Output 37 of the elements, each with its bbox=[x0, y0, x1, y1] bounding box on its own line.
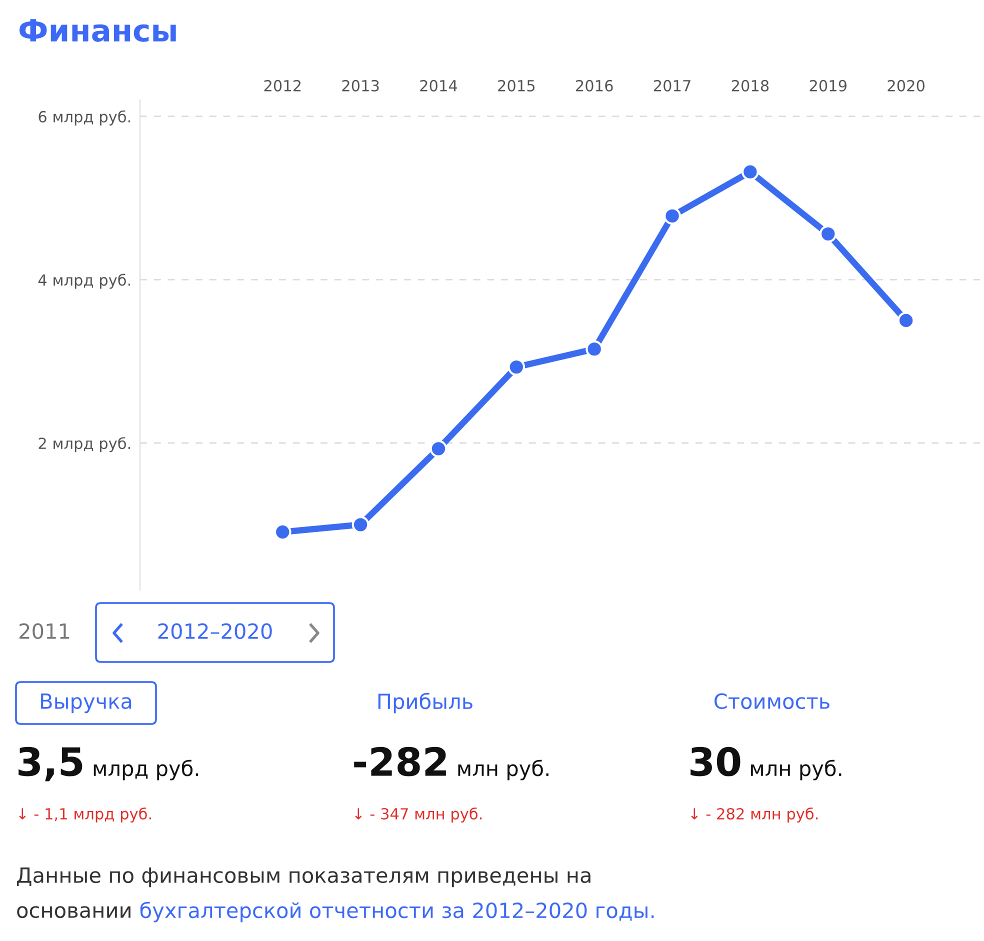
point bbox=[352, 516, 370, 534]
text: -282 bbox=[354, 746, 446, 776]
x-tick-label: 2020 bbox=[888, 80, 924, 92]
text: ↓ - 282 млн руб. bbox=[691, 807, 818, 823]
text: млн руб. bbox=[458, 760, 548, 780]
text: 2011 bbox=[20, 623, 70, 640]
x-tick-label: 2018 bbox=[732, 80, 769, 92]
x-tick-label: 2016 bbox=[576, 80, 613, 92]
text: Данные по финансовым показателям приведены на bbox=[17, 868, 590, 888]
text: Выручка bbox=[41, 694, 132, 714]
text: бухгалтерской отчетности за 2012–2020 годы. bbox=[140, 902, 654, 922]
text: Стоимость bbox=[714, 693, 830, 710]
text: 30 bbox=[690, 746, 740, 776]
text: 2012–2020 bbox=[158, 623, 272, 640]
text: ↓ - 347 млн руб. bbox=[355, 807, 482, 823]
point bbox=[664, 207, 681, 225]
point bbox=[430, 440, 448, 458]
point bbox=[586, 340, 604, 358]
x-tick-label: 2015 bbox=[498, 80, 535, 92]
text: основании bbox=[17, 906, 130, 918]
text: млн руб. bbox=[751, 760, 842, 780]
x-tick-label: 2013 bbox=[342, 80, 379, 92]
y-tick-label: 2 млрд руб. bbox=[38, 437, 130, 452]
text: млрд руб. bbox=[94, 760, 198, 780]
x-tick-label: 2017 bbox=[654, 80, 690, 92]
x-tick-label: 2012 bbox=[264, 80, 301, 92]
point bbox=[742, 163, 759, 181]
text: ↓ - 1,1 млрд руб. bbox=[19, 807, 151, 823]
x-tick-label: 2014 bbox=[420, 80, 458, 92]
point bbox=[819, 225, 837, 243]
text: 3,5 bbox=[18, 746, 82, 782]
text: Прибыль bbox=[378, 692, 472, 714]
y-tick-label: 4 млрд руб. bbox=[38, 274, 130, 289]
point bbox=[897, 312, 915, 330]
y-tick-label: 6 млрд руб. bbox=[38, 110, 130, 126]
x-tick-label: 2019 bbox=[810, 80, 847, 92]
chart-title: Финансы bbox=[20, 19, 176, 42]
